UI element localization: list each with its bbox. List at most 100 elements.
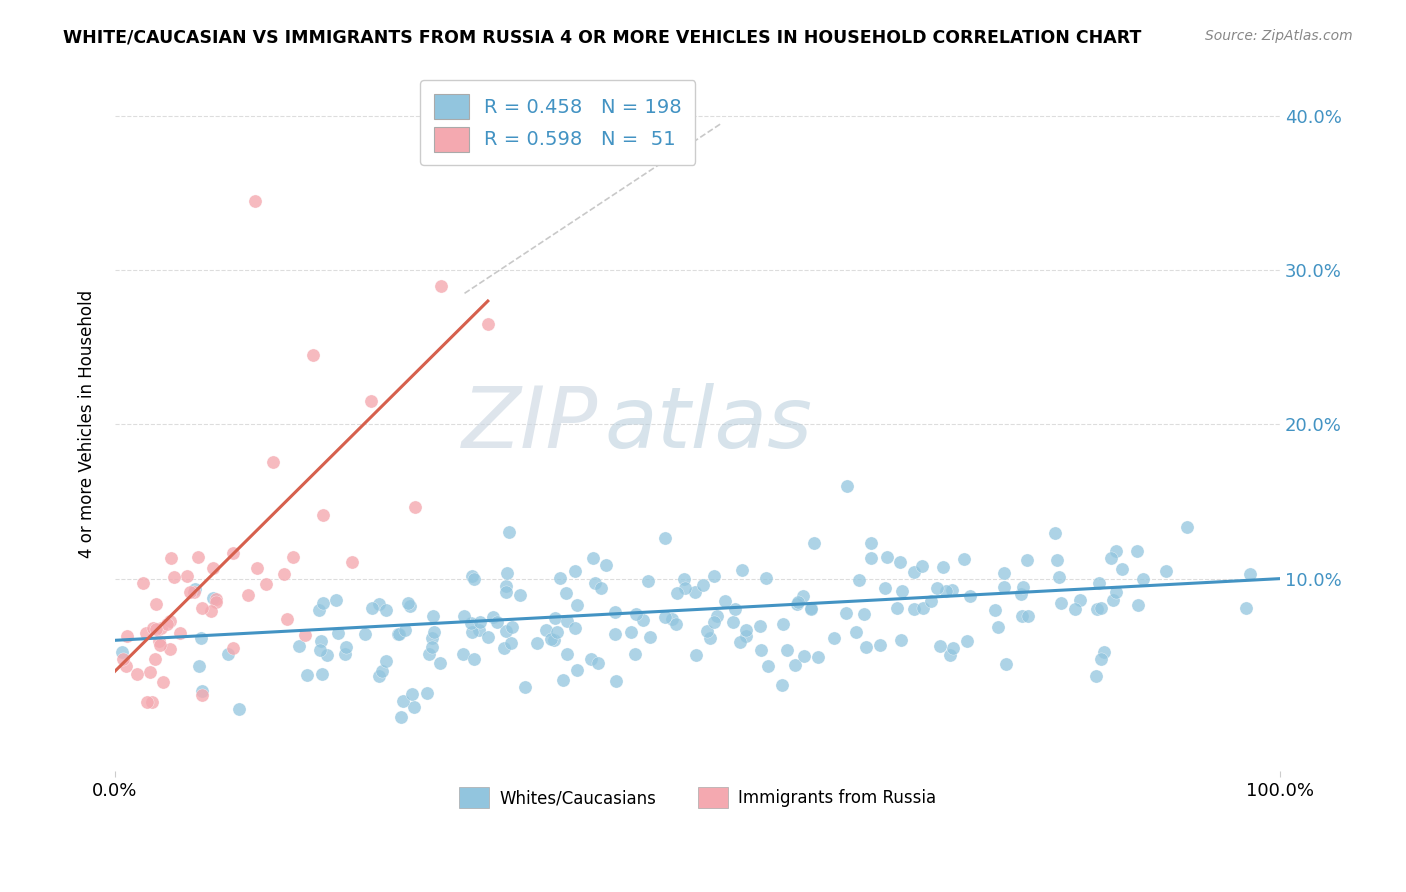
Point <box>340 555 363 569</box>
Point <box>468 615 491 630</box>
Point <box>236 588 259 602</box>
Point <box>160 550 183 565</box>
Point <box>735 629 758 643</box>
Point <box>1011 608 1033 623</box>
Text: Source: ZipAtlas.com: Source: ZipAtlas.com <box>1205 29 1353 43</box>
Point <box>555 586 578 600</box>
Point <box>993 566 1015 581</box>
Point <box>800 600 823 615</box>
Point <box>564 564 586 578</box>
Point <box>1105 544 1128 558</box>
Point <box>672 572 695 586</box>
Point <box>515 680 537 694</box>
Point <box>159 642 181 657</box>
Point <box>159 614 181 628</box>
Point <box>145 622 167 636</box>
Point <box>703 569 725 583</box>
Point <box>869 639 891 653</box>
Point <box>276 612 298 626</box>
Point <box>873 582 896 596</box>
Point <box>800 601 823 615</box>
Point <box>308 643 330 657</box>
Point <box>309 634 332 648</box>
Point <box>401 687 423 701</box>
Point <box>959 589 981 603</box>
Point <box>204 592 226 607</box>
Text: ZIP: ZIP <box>463 383 599 466</box>
Point <box>685 648 707 663</box>
Point <box>495 624 517 639</box>
Point <box>228 702 250 716</box>
Point <box>903 602 925 616</box>
Point <box>983 603 1005 617</box>
Point <box>187 549 209 564</box>
Point <box>544 611 567 625</box>
Point <box>461 625 484 640</box>
Point <box>295 668 318 682</box>
Point <box>200 604 222 618</box>
Point <box>1111 562 1133 576</box>
Point <box>787 595 810 609</box>
Point <box>581 551 603 566</box>
Point <box>202 561 225 575</box>
Point <box>335 647 357 661</box>
Point <box>179 585 201 599</box>
Point <box>374 603 396 617</box>
Point <box>422 608 444 623</box>
Point <box>564 621 586 635</box>
Point <box>191 689 214 703</box>
Point <box>853 607 876 622</box>
Point <box>115 629 138 643</box>
Point <box>387 626 409 640</box>
Point <box>453 609 475 624</box>
Point <box>903 565 925 579</box>
Point <box>1049 596 1071 610</box>
Point <box>273 567 295 582</box>
Point <box>184 582 207 596</box>
Point <box>169 625 191 640</box>
Point <box>548 572 571 586</box>
Point <box>132 575 155 590</box>
Point <box>496 566 519 580</box>
Point <box>498 525 520 540</box>
Point <box>620 625 643 640</box>
Point <box>748 619 770 633</box>
Point <box>394 623 416 637</box>
Point <box>495 579 517 593</box>
Point <box>156 616 179 631</box>
Point <box>735 623 758 637</box>
Point <box>243 194 266 208</box>
Point <box>953 552 976 566</box>
Point <box>786 597 808 611</box>
Point <box>605 673 627 688</box>
Point <box>783 658 806 673</box>
Point <box>308 603 330 617</box>
Point <box>396 596 419 610</box>
Point <box>1105 584 1128 599</box>
Point <box>673 581 696 595</box>
Point <box>316 648 339 662</box>
Point <box>143 652 166 666</box>
Point <box>190 631 212 645</box>
Point <box>624 648 647 662</box>
Point <box>588 656 610 670</box>
Point <box>115 659 138 673</box>
Point <box>603 626 626 640</box>
Point <box>1090 601 1112 615</box>
Point <box>942 641 965 656</box>
Point <box>302 348 325 362</box>
Point <box>994 657 1017 671</box>
Point <box>1046 553 1069 567</box>
Point <box>136 695 159 709</box>
Point <box>1087 576 1109 591</box>
Point <box>557 648 579 662</box>
Point <box>772 617 794 632</box>
Point <box>420 640 443 654</box>
Point <box>325 592 347 607</box>
Point <box>1154 564 1177 578</box>
Point <box>127 667 149 681</box>
Point <box>823 631 845 645</box>
Point <box>354 627 377 641</box>
Point <box>191 683 214 698</box>
Point <box>920 594 942 608</box>
